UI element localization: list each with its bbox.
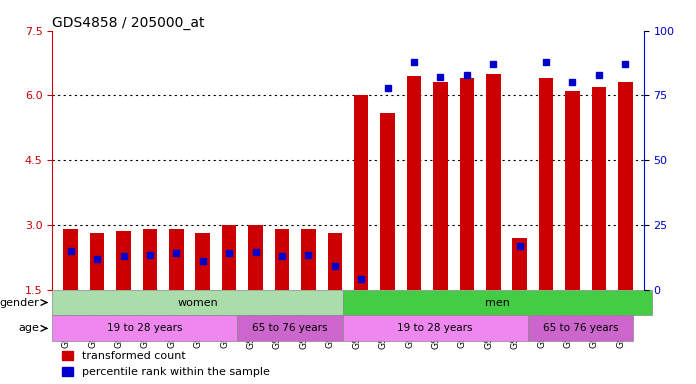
Bar <box>342 315 528 341</box>
Text: GDS4858 / 205000_at: GDS4858 / 205000_at <box>52 16 205 30</box>
Bar <box>275 229 290 290</box>
Bar <box>512 238 527 290</box>
Bar <box>539 78 553 290</box>
Text: 65 to 76 years: 65 to 76 years <box>543 323 618 333</box>
Bar <box>222 225 237 290</box>
Bar <box>342 290 651 315</box>
Bar <box>196 233 210 290</box>
Bar <box>52 315 237 341</box>
Bar <box>143 229 157 290</box>
Bar <box>52 290 342 315</box>
Text: men: men <box>485 298 509 308</box>
Bar <box>565 91 580 290</box>
Legend: transformed count, percentile rank within the sample: transformed count, percentile rank withi… <box>58 347 274 382</box>
Bar <box>301 229 316 290</box>
Bar <box>459 78 474 290</box>
Bar <box>328 233 342 290</box>
Bar <box>90 233 104 290</box>
Bar <box>169 229 184 290</box>
Text: women: women <box>177 298 218 308</box>
Bar <box>248 225 263 290</box>
Text: 19 to 28 years: 19 to 28 years <box>107 323 182 333</box>
Bar <box>380 113 395 290</box>
Text: 19 to 28 years: 19 to 28 years <box>397 323 473 333</box>
Bar <box>486 74 500 290</box>
Bar <box>433 83 448 290</box>
Bar <box>592 87 606 290</box>
Bar <box>406 76 421 290</box>
Bar <box>528 315 633 341</box>
Text: age: age <box>18 323 39 333</box>
Bar <box>116 231 131 290</box>
Bar <box>237 315 342 341</box>
Bar <box>618 83 633 290</box>
Text: gender: gender <box>0 298 39 308</box>
Bar <box>354 96 368 290</box>
Bar <box>63 229 78 290</box>
Text: 65 to 76 years: 65 to 76 years <box>252 323 328 333</box>
